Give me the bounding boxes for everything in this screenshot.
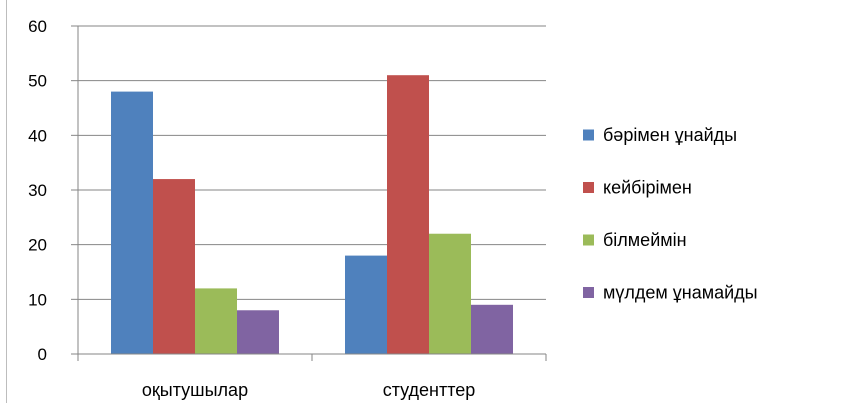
legend-swatch bbox=[583, 234, 594, 246]
y-tick-label: 60 bbox=[28, 17, 47, 36]
legend-swatch bbox=[583, 129, 594, 141]
frame-left-border bbox=[6, 0, 7, 403]
legend-swatch bbox=[583, 287, 594, 298]
x-category-label: студенттер bbox=[383, 380, 476, 400]
y-tick-label: 20 bbox=[28, 236, 47, 255]
bar-3-1 bbox=[195, 288, 237, 354]
y-tick-label: 30 bbox=[28, 181, 47, 200]
bar-4-1 bbox=[237, 310, 279, 354]
y-tick-label: 10 bbox=[28, 290, 47, 309]
bar-1-1 bbox=[111, 91, 153, 354]
y-tick-label: 0 bbox=[38, 345, 47, 364]
legend-label: кейбірімен bbox=[603, 178, 692, 198]
bar-1-2 bbox=[345, 255, 387, 354]
legend-label: мүлдем ұнамайды bbox=[603, 283, 758, 303]
axes: 0 10 20 30 40 50 60 оқытушылар студенттер bbox=[28, 17, 547, 400]
bar-4-2 bbox=[471, 304, 513, 354]
bar-2-2 bbox=[387, 75, 429, 354]
y-tick-label: 50 bbox=[28, 72, 47, 91]
legend-label: бәрімен ұнайды bbox=[603, 125, 737, 145]
bar-3-2 bbox=[429, 233, 471, 354]
x-category-label: оқытушылар bbox=[142, 380, 248, 400]
bars bbox=[111, 75, 513, 354]
legend-swatch bbox=[583, 182, 594, 193]
legend: бәрімен ұнайды кейбірімен білмеймін мүлдем … bbox=[583, 125, 758, 303]
bar-2-1 bbox=[153, 179, 195, 354]
legend-label: білмеймін bbox=[603, 230, 687, 250]
y-tick-label: 40 bbox=[28, 126, 47, 145]
